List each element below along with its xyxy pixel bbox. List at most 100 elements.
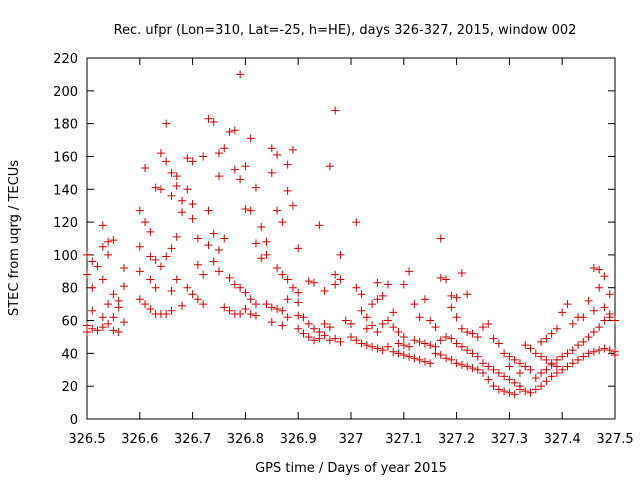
data-point [98, 221, 107, 230]
data-point [156, 262, 165, 271]
data-point [415, 313, 424, 322]
data-point [109, 236, 118, 245]
data-point [494, 385, 503, 394]
data-point [283, 186, 292, 195]
data-point [531, 373, 540, 382]
data-point [146, 227, 155, 236]
data-point [542, 365, 551, 374]
data-point [489, 382, 498, 391]
data-point [605, 290, 614, 299]
data-point [167, 168, 176, 177]
data-point [246, 206, 255, 215]
data-point [531, 349, 540, 358]
data-point [341, 316, 350, 325]
data-point [304, 319, 313, 328]
data-point [347, 332, 355, 341]
x-axis-label: GPS time / Days of year 2015 [255, 461, 447, 476]
data-point [104, 319, 113, 328]
data-point [347, 319, 355, 328]
data-point [415, 355, 424, 364]
data-point [267, 303, 276, 312]
data-point [505, 388, 514, 397]
data-point [494, 369, 503, 378]
data-point [457, 342, 466, 351]
data-point [442, 332, 451, 341]
data-point [299, 313, 308, 322]
data-point [568, 359, 577, 368]
data-point [426, 341, 435, 350]
data-point [310, 278, 319, 287]
data-point [172, 275, 181, 284]
data-point [563, 362, 572, 371]
x-tick-label: 326.7 [174, 432, 211, 447]
data-point [484, 362, 493, 371]
data-point [552, 324, 561, 333]
data-point [537, 337, 546, 346]
data-point [178, 208, 187, 217]
data-point [299, 329, 308, 338]
data-point [510, 390, 519, 399]
data-point [547, 360, 556, 369]
data-point [325, 323, 334, 332]
data-point [611, 351, 619, 360]
data-point [83, 270, 91, 279]
data-point [199, 270, 208, 279]
data-point [505, 362, 514, 371]
data-point [605, 346, 614, 355]
data-point [146, 275, 155, 284]
data-point [558, 352, 567, 361]
data-point [162, 157, 171, 166]
data-point [220, 303, 229, 312]
data-point [479, 323, 487, 332]
data-point [257, 223, 266, 232]
data-point [104, 300, 113, 309]
data-point [204, 206, 213, 215]
data-point [479, 359, 487, 368]
data-point [331, 280, 340, 289]
data-point [273, 264, 282, 273]
data-point [526, 365, 535, 374]
data-point [320, 331, 329, 340]
data-point [141, 163, 150, 172]
data-point [156, 149, 165, 158]
data-point [547, 372, 556, 381]
data-point [552, 355, 561, 364]
data-point [283, 275, 292, 284]
data-point [468, 364, 477, 373]
data-point [220, 234, 229, 243]
data-point [230, 280, 239, 289]
data-point [442, 354, 451, 363]
data-point [310, 336, 319, 345]
data-point [193, 234, 202, 243]
data-point [426, 316, 435, 325]
data-point [368, 321, 377, 330]
data-point [267, 168, 276, 177]
data-point [394, 339, 403, 348]
data-point [225, 306, 234, 315]
data-point [505, 352, 514, 361]
data-point [600, 344, 609, 353]
x-axis-ticks: 326.5 326.6 326.7 326.8 326.9 327 327.1 327.2 32… [68, 58, 634, 447]
data-point [183, 154, 192, 163]
data-point [204, 241, 213, 250]
data-point [494, 339, 503, 348]
data-point [473, 332, 482, 341]
data-point [278, 218, 287, 227]
data-point [457, 324, 466, 333]
data-point [605, 309, 614, 318]
data-point [267, 144, 276, 153]
y-axis-ticks: 0 20 40 60 80 100 120 140 160 180 200 220 [53, 52, 615, 428]
data-point [373, 278, 382, 287]
data-point [304, 277, 313, 286]
data-point [405, 267, 414, 276]
data-point [288, 201, 297, 210]
data-point [463, 290, 472, 299]
data-point [273, 206, 282, 215]
data-point [368, 300, 377, 309]
data-point [568, 346, 577, 355]
data-point [357, 290, 366, 299]
data-point [389, 347, 398, 356]
data-point [88, 324, 97, 333]
data-point [162, 252, 171, 261]
data-point [294, 311, 303, 320]
